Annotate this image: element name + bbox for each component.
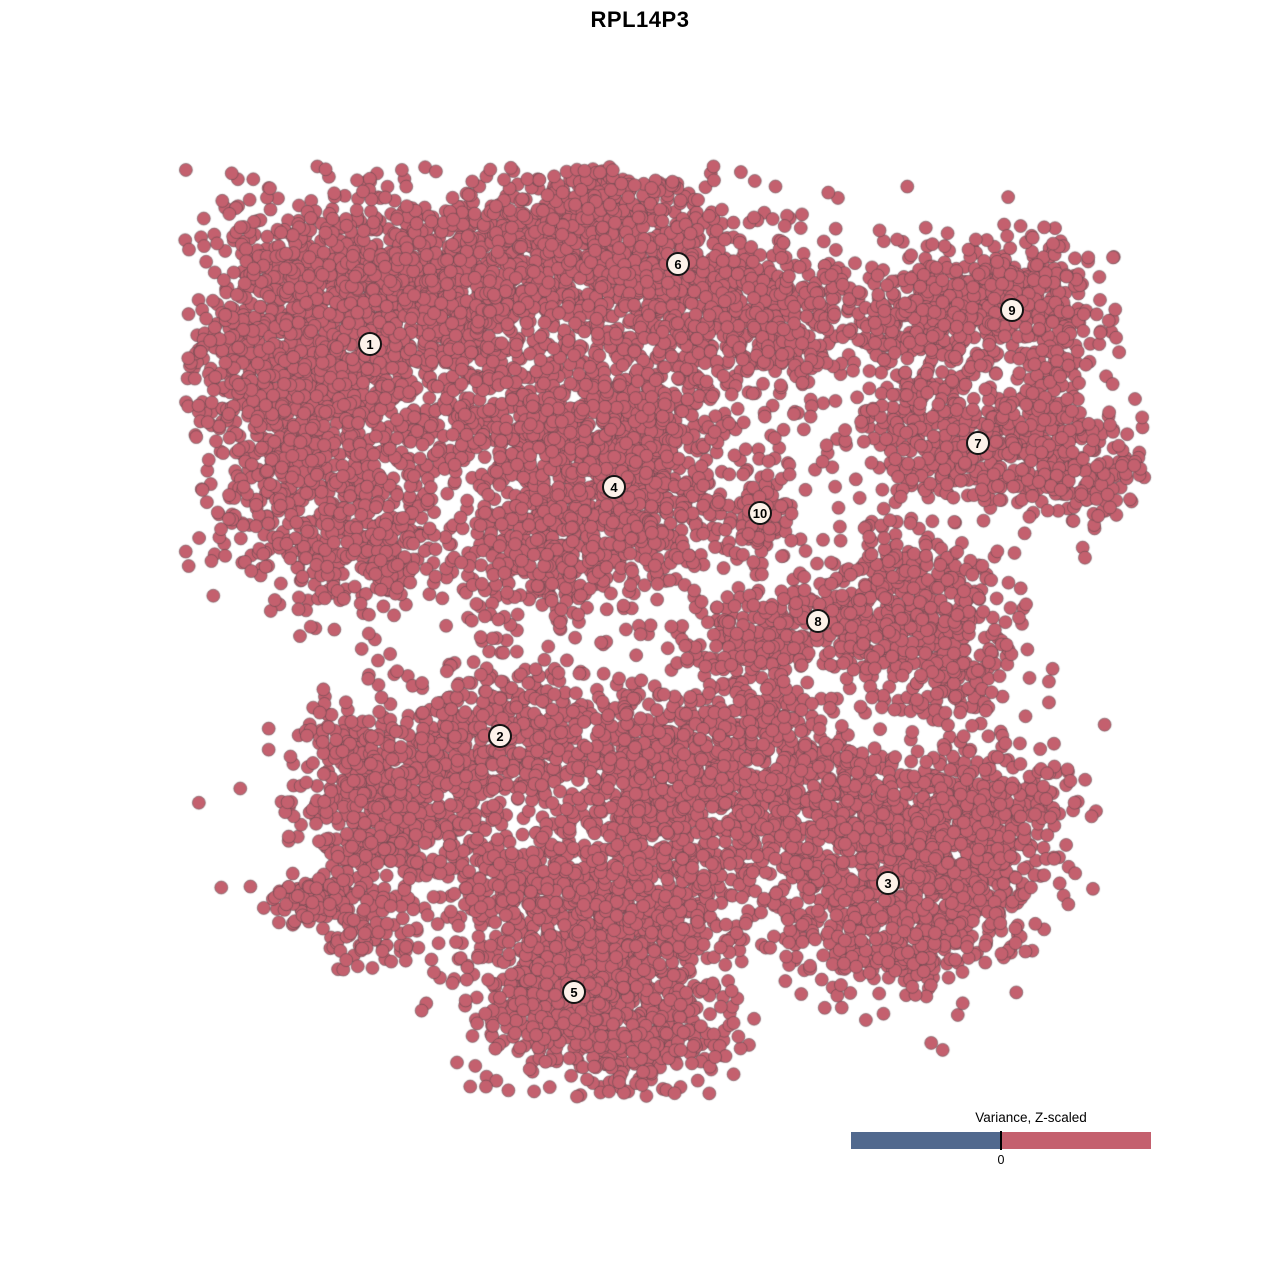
cluster-label-10: 10 [748,501,772,525]
cluster-label-7: 7 [966,431,990,455]
cluster-label-1: 1 [358,332,382,356]
cluster-label-4: 4 [602,475,626,499]
cluster-label-6: 6 [666,252,690,276]
cluster-label-5: 5 [562,980,586,1004]
cluster-label-3: 3 [876,871,900,895]
cluster-label-2: 2 [488,724,512,748]
cluster-label-9: 9 [1000,298,1024,322]
cluster-label-8: 8 [806,609,830,633]
